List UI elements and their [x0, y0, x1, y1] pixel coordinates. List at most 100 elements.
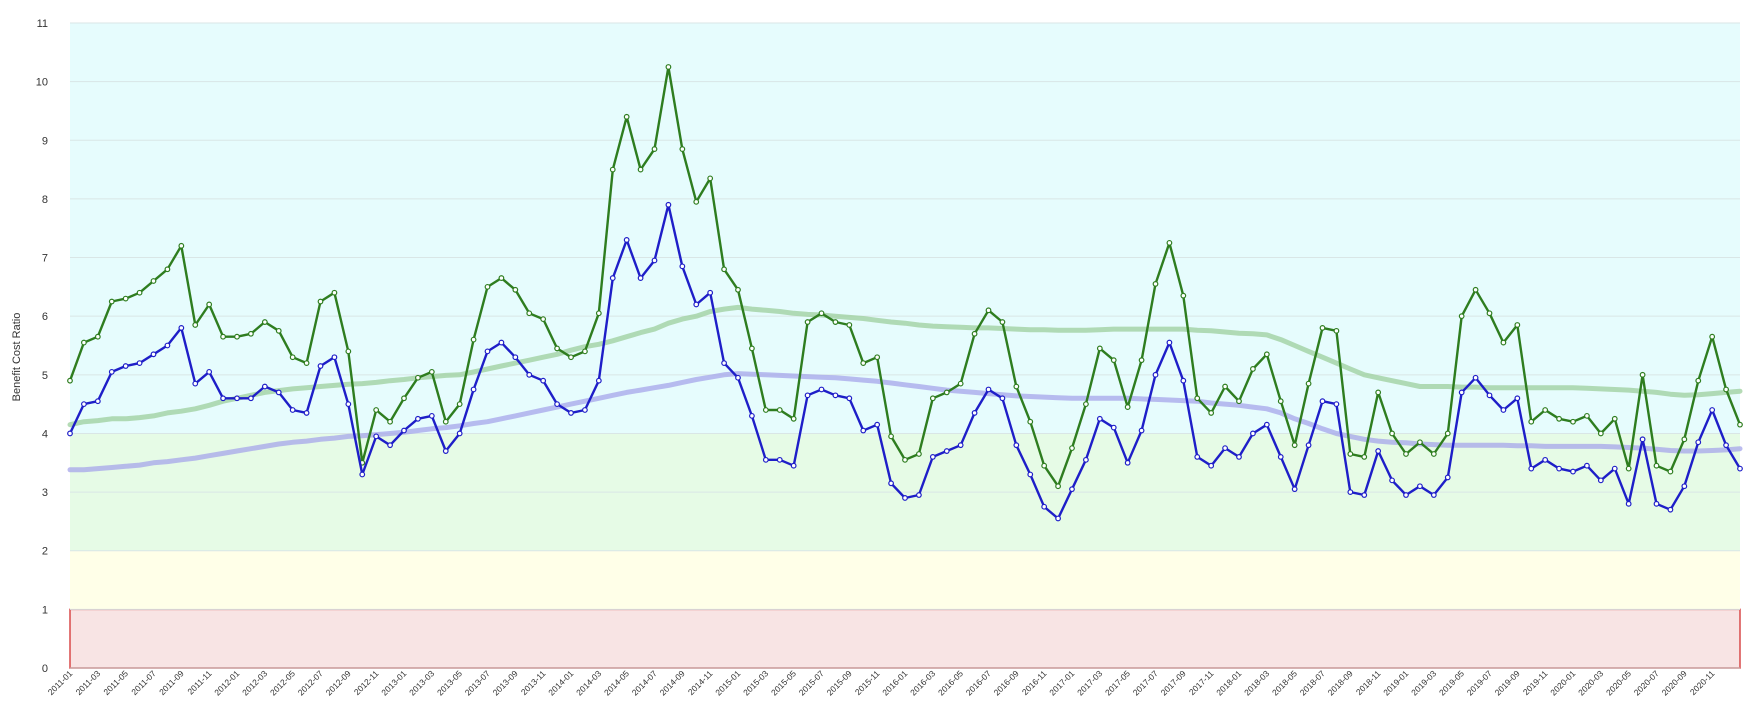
series-1-point-26 — [428, 412, 435, 419]
series-1-point-50 — [762, 456, 769, 463]
series-1-point-97 — [1417, 483, 1423, 490]
series-0-point-99 — [1444, 430, 1451, 437]
series-1-point-106 — [1542, 456, 1549, 463]
series-1-point-99 — [1444, 474, 1451, 481]
series-0-point-53 — [804, 319, 811, 325]
series-0-point-96 — [1403, 451, 1409, 457]
series-0-point-37 — [582, 348, 588, 355]
series-0-point-97 — [1417, 439, 1423, 446]
x-tick-label: 2014-09 — [658, 668, 687, 697]
series-1-point-58 — [874, 421, 881, 428]
x-tick-label: 2020-11 — [1688, 668, 1717, 697]
series-1-point-42 — [651, 257, 658, 264]
series-0-point-29 — [470, 336, 477, 343]
series-0-point-52 — [790, 415, 797, 422]
series-1-point-45 — [693, 301, 700, 308]
series-0-point-0 — [67, 377, 73, 384]
series-1-point-66 — [985, 386, 992, 393]
series-1-point-87 — [1277, 454, 1284, 460]
x-tick-label: 2019-09 — [1493, 668, 1522, 697]
series-1-point-105 — [1528, 465, 1535, 472]
y-tick-label: 4 — [42, 428, 48, 440]
x-tick-label: 2020-07 — [1632, 668, 1661, 697]
series-1-point-53 — [804, 392, 811, 399]
series-0-point-90 — [1319, 325, 1326, 331]
series-1-point-9 — [192, 380, 199, 387]
series-0-point-50 — [762, 407, 769, 413]
series-1-point-79 — [1166, 339, 1173, 346]
series-1-point-114 — [1653, 500, 1660, 507]
series-1-point-61 — [916, 492, 922, 498]
x-tick-label: 2015-09 — [825, 668, 854, 697]
series-1-point-56 — [846, 395, 853, 402]
series-0-point-20 — [345, 348, 352, 355]
series-1-point-84 — [1236, 454, 1242, 460]
y-tick-label: 6 — [42, 311, 48, 323]
series-0-point-6 — [150, 278, 157, 284]
series-0-point-51 — [776, 407, 783, 413]
series-1-point-48 — [735, 374, 741, 381]
series-1-point-96 — [1403, 492, 1409, 498]
series-0-point-94 — [1375, 389, 1382, 396]
series-0-point-41 — [637, 166, 644, 173]
series-1-point-85 — [1250, 430, 1256, 437]
x-tick-label: 2012-09 — [324, 668, 353, 697]
series-0-point-84 — [1236, 398, 1242, 405]
x-tick-label: 2013-07 — [463, 668, 492, 697]
series-0-point-103 — [1500, 339, 1507, 346]
series-0-point-23 — [387, 418, 393, 425]
x-tick-label: 2017-01 — [1047, 668, 1076, 697]
series-0-point-38 — [595, 310, 602, 317]
series-1-point-77 — [1138, 427, 1145, 434]
series-1-point-41 — [637, 275, 644, 281]
series-0-point-24 — [401, 395, 407, 402]
series-1-point-33 — [526, 371, 533, 378]
y-tick-label: 1 — [42, 604, 48, 616]
series-0-point-109 — [1584, 412, 1590, 419]
series-0-point-55 — [832, 319, 839, 325]
series-1-point-54 — [818, 386, 825, 393]
series-1-point-32 — [512, 354, 519, 361]
series-0-point-60 — [902, 456, 908, 463]
series-0-point-98 — [1430, 451, 1437, 457]
series-0-point-78 — [1152, 281, 1159, 287]
series-1-point-94 — [1375, 448, 1382, 454]
series-0-point-80 — [1180, 292, 1187, 299]
series-1-point-91 — [1333, 401, 1340, 408]
x-tick-label: 2018-11 — [1354, 668, 1383, 697]
series-0-point-74 — [1096, 345, 1103, 352]
series-1-point-64 — [957, 442, 964, 449]
series-0-point-67 — [999, 319, 1006, 325]
series-1-point-6 — [150, 351, 157, 358]
x-tick-label: 2011-11 — [185, 668, 213, 696]
series-1-point-2 — [94, 398, 101, 405]
series-1-point-52 — [790, 462, 797, 469]
series-1-point-23 — [387, 442, 393, 449]
series-1-point-43 — [665, 201, 672, 208]
series-1-point-112 — [1625, 500, 1632, 507]
series-1-point-62 — [929, 454, 936, 460]
y-tick-label: 9 — [42, 135, 48, 147]
series-0-point-33 — [526, 310, 533, 317]
series-0-point-86 — [1263, 351, 1270, 358]
series-1-point-86 — [1263, 421, 1270, 428]
series-1-point-67 — [999, 395, 1006, 402]
series-1-point-115 — [1667, 506, 1674, 513]
series-0-point-56 — [846, 322, 853, 328]
series-0-point-28 — [456, 401, 463, 408]
series-0-point-113 — [1639, 371, 1646, 378]
x-tick-label: 2016-09 — [992, 668, 1021, 697]
series-0-point-63 — [943, 389, 950, 396]
y-tick-label: 7 — [42, 253, 48, 265]
series-1-point-46 — [707, 289, 714, 296]
x-tick-label: 2016-07 — [964, 668, 993, 697]
series-0-point-3 — [108, 298, 115, 305]
series-1-point-59 — [888, 480, 894, 487]
series-1-point-5 — [136, 360, 143, 366]
x-tick-label: 2014-01 — [546, 668, 575, 697]
series-0-point-14 — [261, 319, 268, 325]
band-0-1 — [69, 608, 1741, 669]
series-0-point-70 — [1041, 462, 1048, 469]
series-0-point-95 — [1389, 430, 1395, 437]
series-1-point-12 — [234, 395, 240, 402]
